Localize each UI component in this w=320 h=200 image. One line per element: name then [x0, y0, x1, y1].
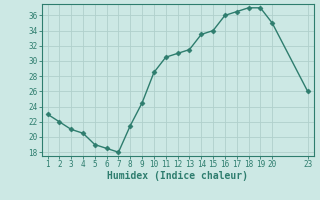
X-axis label: Humidex (Indice chaleur): Humidex (Indice chaleur) [107, 171, 248, 181]
